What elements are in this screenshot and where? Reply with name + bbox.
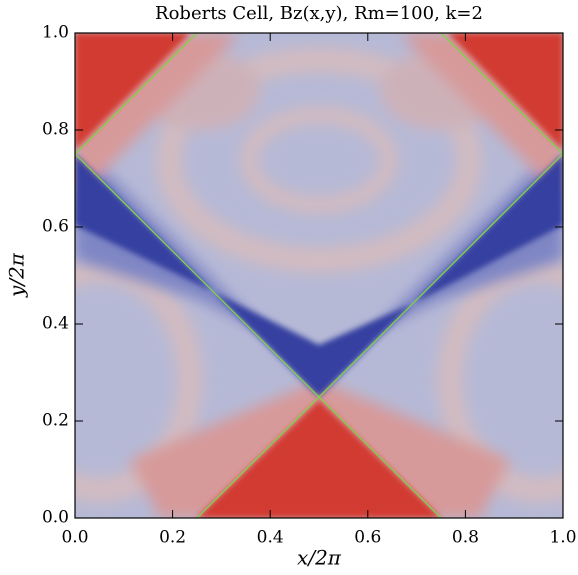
y-tick-label: 0.2 bbox=[42, 411, 69, 431]
plot-frame bbox=[74, 32, 564, 519]
x-axis-label: x/2π bbox=[297, 546, 342, 570]
y-tick-label: 0.0 bbox=[42, 508, 69, 528]
y-tick-label: 1.0 bbox=[42, 23, 69, 43]
x-tick-label: 0.8 bbox=[452, 528, 479, 548]
x-tick-label: 0.6 bbox=[354, 528, 381, 548]
y-axis-label: y/2π bbox=[5, 252, 29, 298]
contour-field bbox=[75, 33, 563, 518]
x-tick-label: 0.0 bbox=[61, 528, 88, 548]
x-tick-label: 0.2 bbox=[159, 528, 186, 548]
y-tick-label: 0.4 bbox=[42, 314, 69, 334]
x-tick-label: 1.0 bbox=[549, 528, 576, 548]
y-tick-label: 0.8 bbox=[42, 120, 69, 140]
chart-title: Roberts Cell, Bz(x,y), Rm=100, k=2 bbox=[155, 3, 483, 24]
y-tick-label: 0.6 bbox=[42, 217, 69, 237]
x-tick-label: 0.4 bbox=[257, 528, 284, 548]
